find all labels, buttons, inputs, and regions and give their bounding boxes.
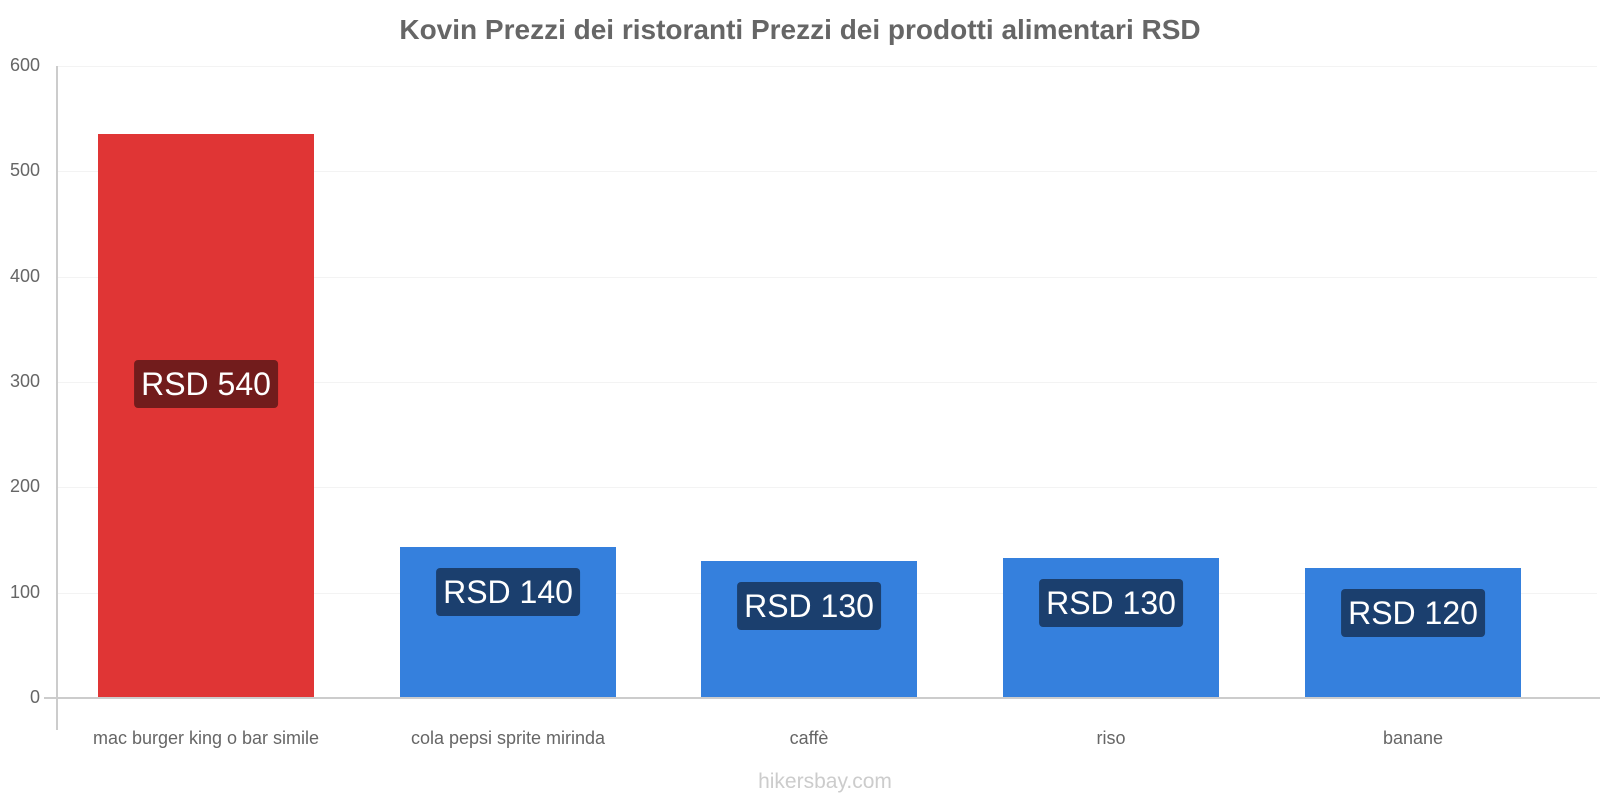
bar-value-label: RSD 140 <box>436 568 580 617</box>
y-tick-label: 200 <box>9 476 40 496</box>
bar-value-label: RSD 540 <box>134 360 278 409</box>
y-tick-label: 300 <box>9 371 40 391</box>
x-category-label: riso <box>1096 728 1126 748</box>
y-tick-label: 400 <box>9 266 40 286</box>
x-category-label: caffè <box>789 728 829 748</box>
gridline <box>57 382 1597 383</box>
bar-value-label: RSD 130 <box>737 582 881 631</box>
gridline <box>57 487 1597 488</box>
x-axis-line <box>44 697 1600 699</box>
y-tick-label: 100 <box>9 582 40 602</box>
x-category-label: cola pepsi sprite mirinda <box>410 728 606 748</box>
gridline <box>57 277 1597 278</box>
watermark: hikersbay.com <box>758 770 892 793</box>
x-category-label: mac burger king o bar simile <box>92 728 320 748</box>
bar[interactable] <box>98 134 314 698</box>
y-tick-label: 0 <box>29 687 40 707</box>
bar-value-label: RSD 130 <box>1039 578 1183 627</box>
y-axis-line <box>56 66 58 730</box>
y-tick-label: 600 <box>9 55 40 75</box>
x-category-label: banane <box>1382 728 1444 748</box>
gridline <box>57 66 1597 67</box>
chart-title: Kovin Prezzi dei ristoranti Prezzi dei p… <box>399 14 1201 45</box>
gridline <box>57 171 1597 172</box>
bar-value-label: RSD 120 <box>1341 589 1485 638</box>
y-tick-label: 500 <box>9 160 40 180</box>
